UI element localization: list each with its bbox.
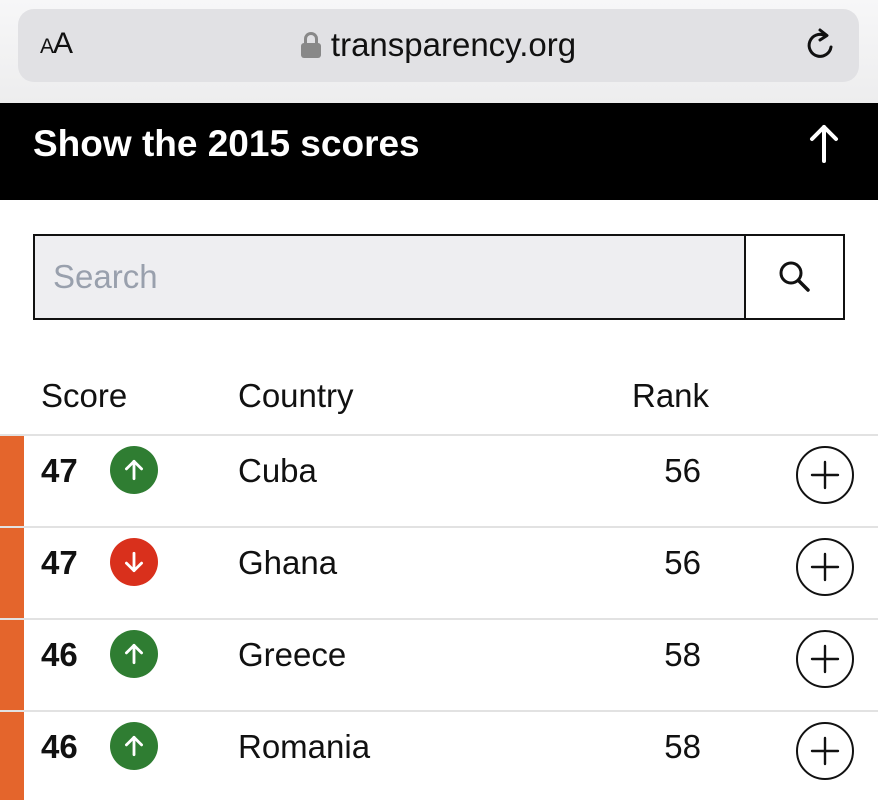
table-row: 47 Ghana 56 bbox=[0, 528, 878, 620]
search-icon bbox=[779, 261, 810, 292]
row-country[interactable]: Cuba bbox=[238, 452, 317, 489]
url-text: transparency.org bbox=[330, 26, 577, 63]
row-rank: 58 bbox=[664, 636, 701, 673]
search-box bbox=[33, 234, 845, 320]
plus-icon bbox=[810, 644, 840, 674]
row-indicator-stripe bbox=[0, 620, 24, 710]
text-size-large-label: A bbox=[53, 27, 73, 60]
table-header: Score Country Rank bbox=[0, 370, 878, 436]
row-score: 47 bbox=[41, 544, 78, 581]
header-country[interactable]: Country bbox=[238, 377, 354, 414]
row-country[interactable]: Ghana bbox=[238, 544, 338, 581]
row-score: 46 bbox=[41, 728, 78, 765]
plus-icon bbox=[810, 736, 840, 766]
row-rank: 56 bbox=[664, 452, 701, 489]
address-bar[interactable]: AA transparency.org bbox=[18, 9, 859, 82]
header-score[interactable]: Score bbox=[41, 377, 128, 414]
plus-icon bbox=[810, 460, 840, 490]
reload-icon[interactable] bbox=[803, 27, 839, 63]
row-country[interactable]: Greece bbox=[238, 636, 347, 673]
expand-row-button[interactable] bbox=[796, 630, 854, 688]
browser-chrome: AA transparency.org bbox=[0, 0, 878, 103]
text-size-button[interactable]: AA bbox=[40, 27, 73, 61]
search-button[interactable] bbox=[746, 236, 843, 318]
row-indicator-stripe bbox=[0, 436, 24, 526]
row-indicator-stripe bbox=[0, 712, 24, 800]
plus-icon bbox=[810, 552, 840, 582]
banner-title: Show the 2015 scores bbox=[33, 123, 420, 164]
table-row: 46 Romania 58 bbox=[0, 712, 878, 800]
search-input[interactable] bbox=[35, 236, 746, 318]
arrow-up-icon[interactable] bbox=[808, 123, 840, 163]
trend-up-icon bbox=[110, 446, 158, 494]
results-list: 47 Cuba 56 47 Ghana 56 46 Greece 58 46 Romania 58 bbox=[0, 436, 878, 800]
expand-row-button[interactable] bbox=[796, 446, 854, 504]
url-display[interactable]: transparency.org bbox=[18, 26, 859, 64]
trend-up-icon bbox=[110, 722, 158, 770]
scores-banner[interactable]: Show the 2015 scores bbox=[0, 103, 878, 200]
row-indicator-stripe bbox=[0, 528, 24, 618]
row-score: 47 bbox=[41, 452, 78, 489]
expand-row-button[interactable] bbox=[796, 538, 854, 596]
text-size-small-label: A bbox=[40, 35, 54, 58]
table-row: 47 Cuba 56 bbox=[0, 436, 878, 528]
expand-row-button[interactable] bbox=[796, 722, 854, 780]
row-rank: 56 bbox=[664, 544, 701, 581]
table-row: 46 Greece 58 bbox=[0, 620, 878, 712]
row-rank: 58 bbox=[664, 728, 701, 765]
lock-icon bbox=[300, 32, 321, 58]
row-score: 46 bbox=[41, 636, 78, 673]
row-country[interactable]: Romania bbox=[238, 728, 371, 765]
trend-down-icon bbox=[110, 538, 158, 586]
trend-up-icon bbox=[110, 630, 158, 678]
header-rank[interactable]: Rank bbox=[632, 377, 710, 414]
